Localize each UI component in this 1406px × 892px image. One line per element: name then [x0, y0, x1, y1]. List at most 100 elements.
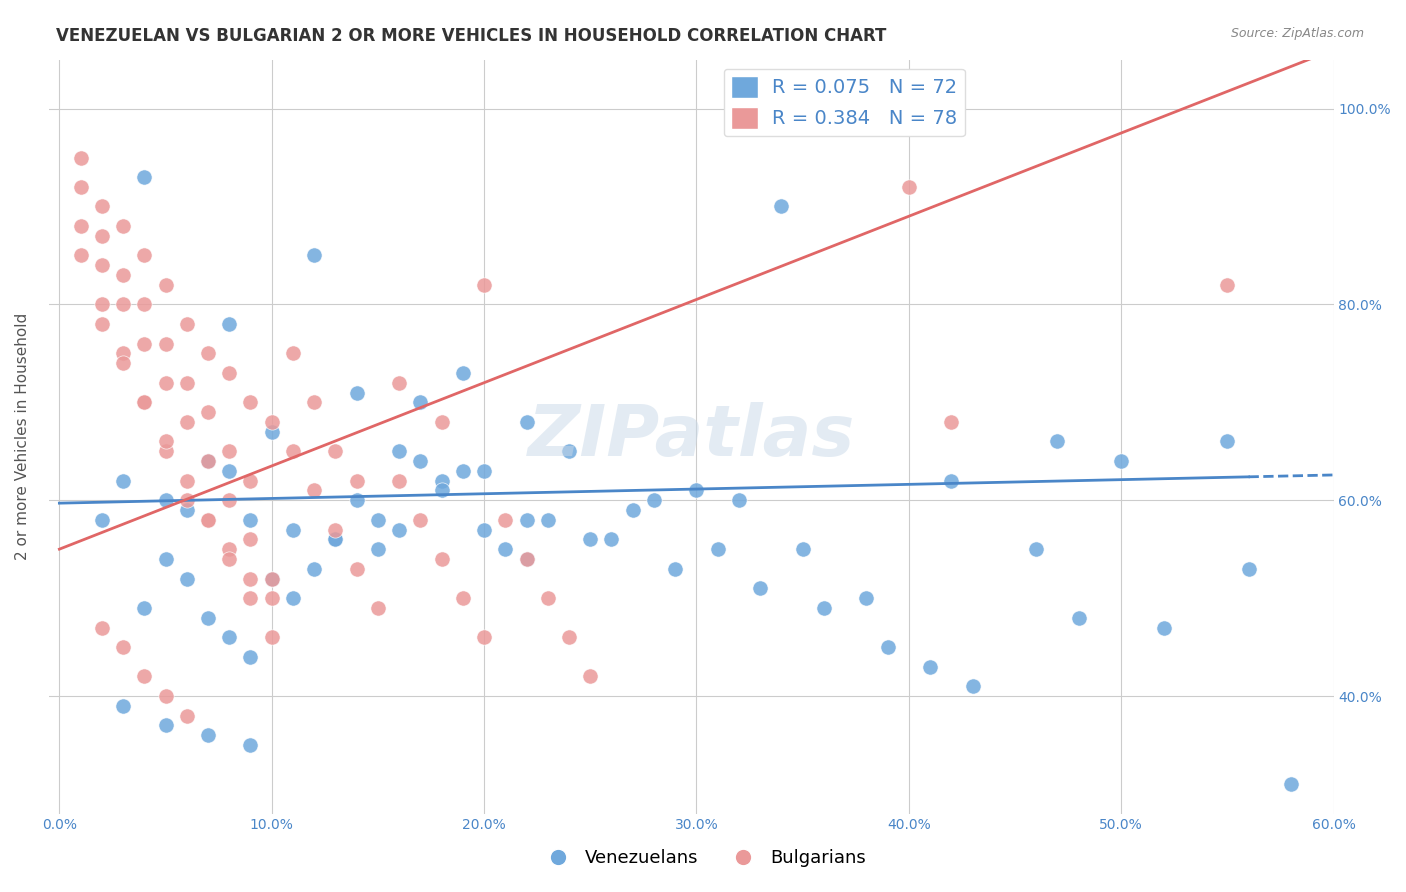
Point — [281, 523, 304, 537]
Point — [472, 523, 495, 537]
Point — [302, 395, 325, 409]
Point — [218, 542, 240, 557]
Point — [218, 464, 240, 478]
Point — [176, 376, 198, 390]
Point — [643, 493, 665, 508]
Point — [558, 630, 581, 644]
Point — [218, 552, 240, 566]
Point — [472, 630, 495, 644]
Point — [90, 620, 112, 634]
Point — [218, 493, 240, 508]
Point — [218, 317, 240, 331]
Point — [472, 464, 495, 478]
Point — [176, 503, 198, 517]
Point — [90, 297, 112, 311]
Point — [430, 474, 453, 488]
Point — [239, 395, 262, 409]
Point — [1046, 434, 1069, 449]
Point — [176, 572, 198, 586]
Point — [176, 474, 198, 488]
Point — [388, 474, 411, 488]
Point — [134, 669, 156, 683]
Point — [239, 738, 262, 752]
Point — [197, 454, 219, 468]
Point — [728, 493, 751, 508]
Point — [281, 346, 304, 360]
Point — [197, 513, 219, 527]
Point — [346, 493, 368, 508]
Point — [325, 533, 347, 547]
Point — [516, 415, 538, 429]
Point — [302, 562, 325, 576]
Point — [430, 415, 453, 429]
Point — [155, 718, 177, 732]
Point — [239, 649, 262, 664]
Point — [197, 454, 219, 468]
Point — [112, 474, 135, 488]
Point — [239, 572, 262, 586]
Point — [90, 513, 112, 527]
Point — [112, 219, 135, 233]
Point — [134, 395, 156, 409]
Text: ZIPatlas: ZIPatlas — [527, 402, 855, 471]
Point — [302, 248, 325, 262]
Point — [260, 572, 283, 586]
Point — [134, 170, 156, 185]
Point — [260, 591, 283, 606]
Point — [281, 591, 304, 606]
Point — [600, 533, 623, 547]
Point — [134, 395, 156, 409]
Point — [367, 542, 389, 557]
Point — [409, 395, 432, 409]
Point — [155, 552, 177, 566]
Point — [260, 415, 283, 429]
Point — [112, 268, 135, 282]
Point — [155, 336, 177, 351]
Point — [325, 523, 347, 537]
Point — [388, 376, 411, 390]
Point — [346, 385, 368, 400]
Point — [962, 679, 984, 693]
Point — [918, 659, 941, 673]
Point — [197, 611, 219, 625]
Point — [409, 454, 432, 468]
Y-axis label: 2 or more Vehicles in Household: 2 or more Vehicles in Household — [15, 313, 30, 560]
Point — [537, 513, 560, 527]
Point — [218, 444, 240, 458]
Point — [1153, 620, 1175, 634]
Point — [69, 248, 91, 262]
Point — [388, 523, 411, 537]
Point — [155, 277, 177, 292]
Point — [367, 601, 389, 615]
Point — [706, 542, 728, 557]
Legend: R = 0.075   N = 72, R = 0.384   N = 78: R = 0.075 N = 72, R = 0.384 N = 78 — [724, 69, 965, 136]
Point — [90, 199, 112, 213]
Point — [1216, 277, 1239, 292]
Point — [134, 336, 156, 351]
Point — [260, 425, 283, 439]
Point — [941, 415, 963, 429]
Point — [685, 483, 707, 498]
Text: Source: ZipAtlas.com: Source: ZipAtlas.com — [1230, 27, 1364, 40]
Point — [749, 582, 772, 596]
Point — [346, 474, 368, 488]
Point — [409, 513, 432, 527]
Point — [90, 258, 112, 272]
Point — [134, 297, 156, 311]
Point — [325, 444, 347, 458]
Point — [112, 698, 135, 713]
Point — [558, 444, 581, 458]
Point — [516, 552, 538, 566]
Point — [239, 474, 262, 488]
Point — [134, 248, 156, 262]
Point — [388, 444, 411, 458]
Point — [112, 297, 135, 311]
Point — [260, 572, 283, 586]
Point — [537, 591, 560, 606]
Point — [260, 630, 283, 644]
Point — [176, 708, 198, 723]
Point — [155, 689, 177, 703]
Point — [69, 219, 91, 233]
Point — [430, 483, 453, 498]
Point — [302, 483, 325, 498]
